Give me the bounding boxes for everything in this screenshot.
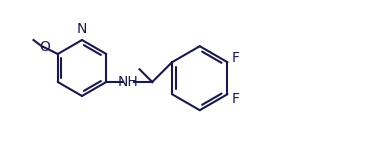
Text: F: F bbox=[231, 51, 239, 65]
Text: O: O bbox=[39, 40, 50, 54]
Text: F: F bbox=[231, 92, 239, 106]
Text: NH: NH bbox=[118, 75, 139, 89]
Text: N: N bbox=[77, 22, 87, 36]
